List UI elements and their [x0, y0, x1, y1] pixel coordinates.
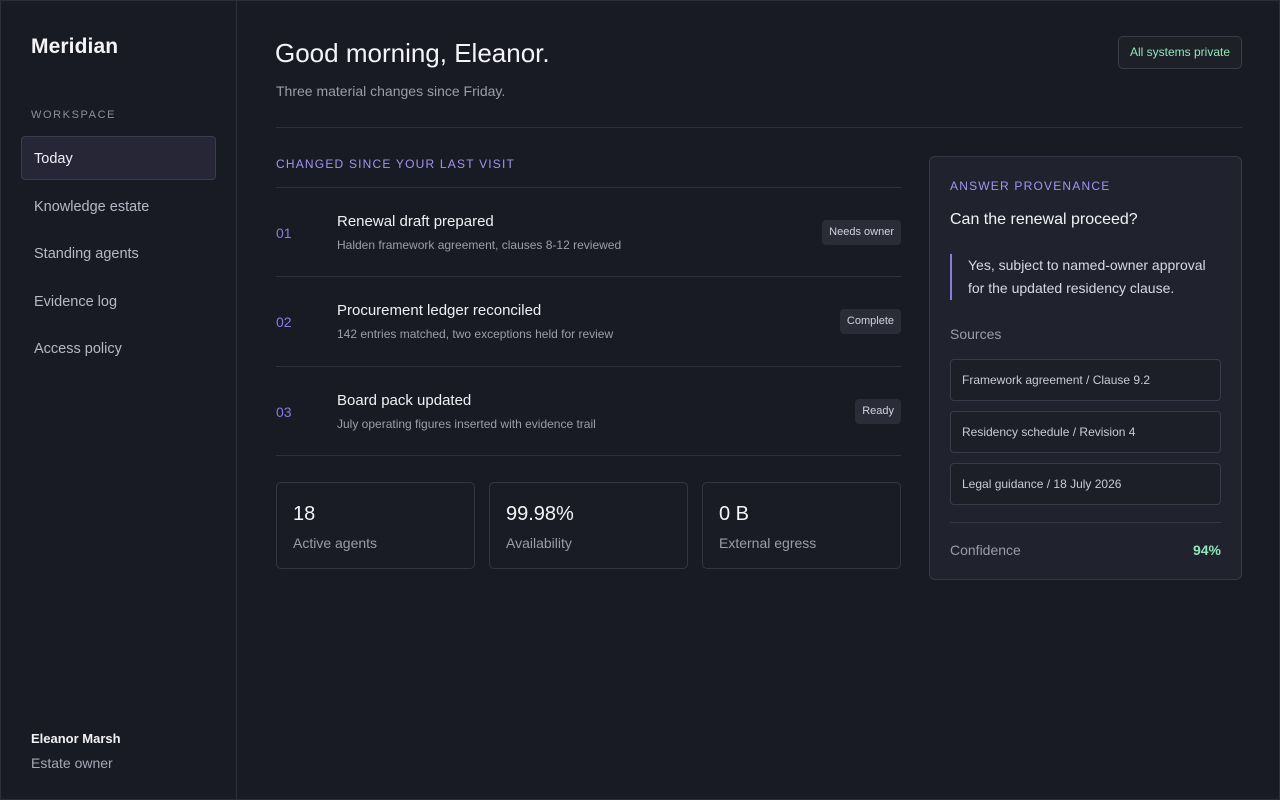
provenance-label: ANSWER PROVENANCE	[950, 179, 1111, 193]
change-row[interactable]: 01 Renewal draft prepared Halden framewo…	[276, 188, 901, 278]
provenance-question: Can the renewal proceed?	[950, 211, 1138, 228]
change-number: 02	[276, 314, 292, 331]
source-item[interactable]: Framework agreement / Clause 9.2	[950, 359, 1221, 401]
stat-label: Active agents	[293, 535, 378, 551]
user-profile[interactable]: Eleanor Marsh Estate owner	[31, 731, 121, 771]
sidebar-item-standing-agents[interactable]: Standing agents	[34, 246, 139, 262]
change-description: July operating figures inserted with evi…	[337, 416, 596, 431]
change-number: 01	[276, 225, 292, 241]
change-title: Renewal draft prepared	[337, 213, 494, 230]
brand-logo[interactable]: Meridian	[31, 35, 119, 58]
stat-label: External egress	[719, 535, 817, 551]
status-badge: Complete	[839, 309, 901, 335]
stat-card-active-agents: 18 Active agents	[276, 482, 475, 569]
panel-divider	[950, 522, 1221, 523]
sidebar-item-knowledge-estate[interactable]: Knowledge estate	[34, 198, 150, 215]
sources-label: Sources	[950, 326, 1002, 342]
status-badge: Ready	[855, 398, 901, 424]
confidence-value: 94%	[1192, 542, 1221, 558]
provenance-answer: Yes, subject to named-owner approval for…	[950, 254, 1220, 300]
change-description: Halden framework agreement, clauses 8-12…	[337, 238, 622, 252]
sidebar-item-evidence-log[interactable]: Evidence log	[34, 293, 118, 310]
sidebar-item-access-policy[interactable]: Access policy	[34, 341, 122, 357]
sidebar-item-today[interactable]: Today	[21, 136, 216, 180]
page-subtitle: Three material changes since Friday.	[276, 83, 506, 99]
change-description: 142 entries matched, two exceptions held…	[337, 327, 614, 342]
change-number: 03	[276, 403, 292, 420]
sources-list: Framework agreement / Clause 9.2 Residen…	[950, 359, 1221, 515]
source-item[interactable]: Residency schedule / Revision 4	[950, 411, 1221, 453]
provenance-panel: ANSWER PROVENANCE Can the renewal procee…	[929, 156, 1242, 580]
stats-row: 18 Active agents 99.98% Availability 0 B…	[276, 482, 901, 569]
source-item[interactable]: Legal guidance / 18 July 2026	[950, 463, 1221, 505]
change-title: Procurement ledger reconciled	[337, 302, 542, 320]
stat-card-external-egress: 0 B External egress	[702, 482, 901, 569]
change-row[interactable]: 02 Procurement ledger reconciled 142 ent…	[276, 277, 901, 367]
changes-list: 01 Renewal draft prepared Halden framewo…	[276, 187, 901, 456]
change-title: Board pack updated	[337, 391, 472, 409]
changes-section-label: CHANGED SINCE YOUR LAST VISIT	[276, 157, 516, 171]
sidebar-nav: Today Knowledge estate Standing agents E…	[21, 136, 216, 374]
main-content: Good morning, Eleanor. Three material ch…	[238, 1, 1279, 799]
change-row[interactable]: 03 Board pack updated July operating fig…	[276, 367, 901, 456]
status-badge: All systems private	[1118, 36, 1242, 69]
sidebar: Meridian WORKSPACE Today Knowledge estat…	[1, 1, 237, 799]
stat-label: Availability	[506, 535, 572, 551]
stat-card-availability: 99.98% Availability	[489, 482, 688, 569]
user-name: Eleanor Marsh	[31, 731, 121, 746]
user-role: Estate owner	[31, 755, 113, 771]
confidence-label: Confidence	[950, 542, 1021, 558]
sidebar-section-label: WORKSPACE	[31, 109, 117, 121]
page-title: Good morning, Eleanor.	[275, 38, 550, 68]
stat-value: 99.98%	[506, 503, 574, 525]
stat-value: 18	[293, 503, 316, 525]
stat-value: 0 B	[719, 503, 750, 525]
status-badge: Needs owner	[822, 220, 901, 245]
header-divider	[276, 127, 1242, 128]
